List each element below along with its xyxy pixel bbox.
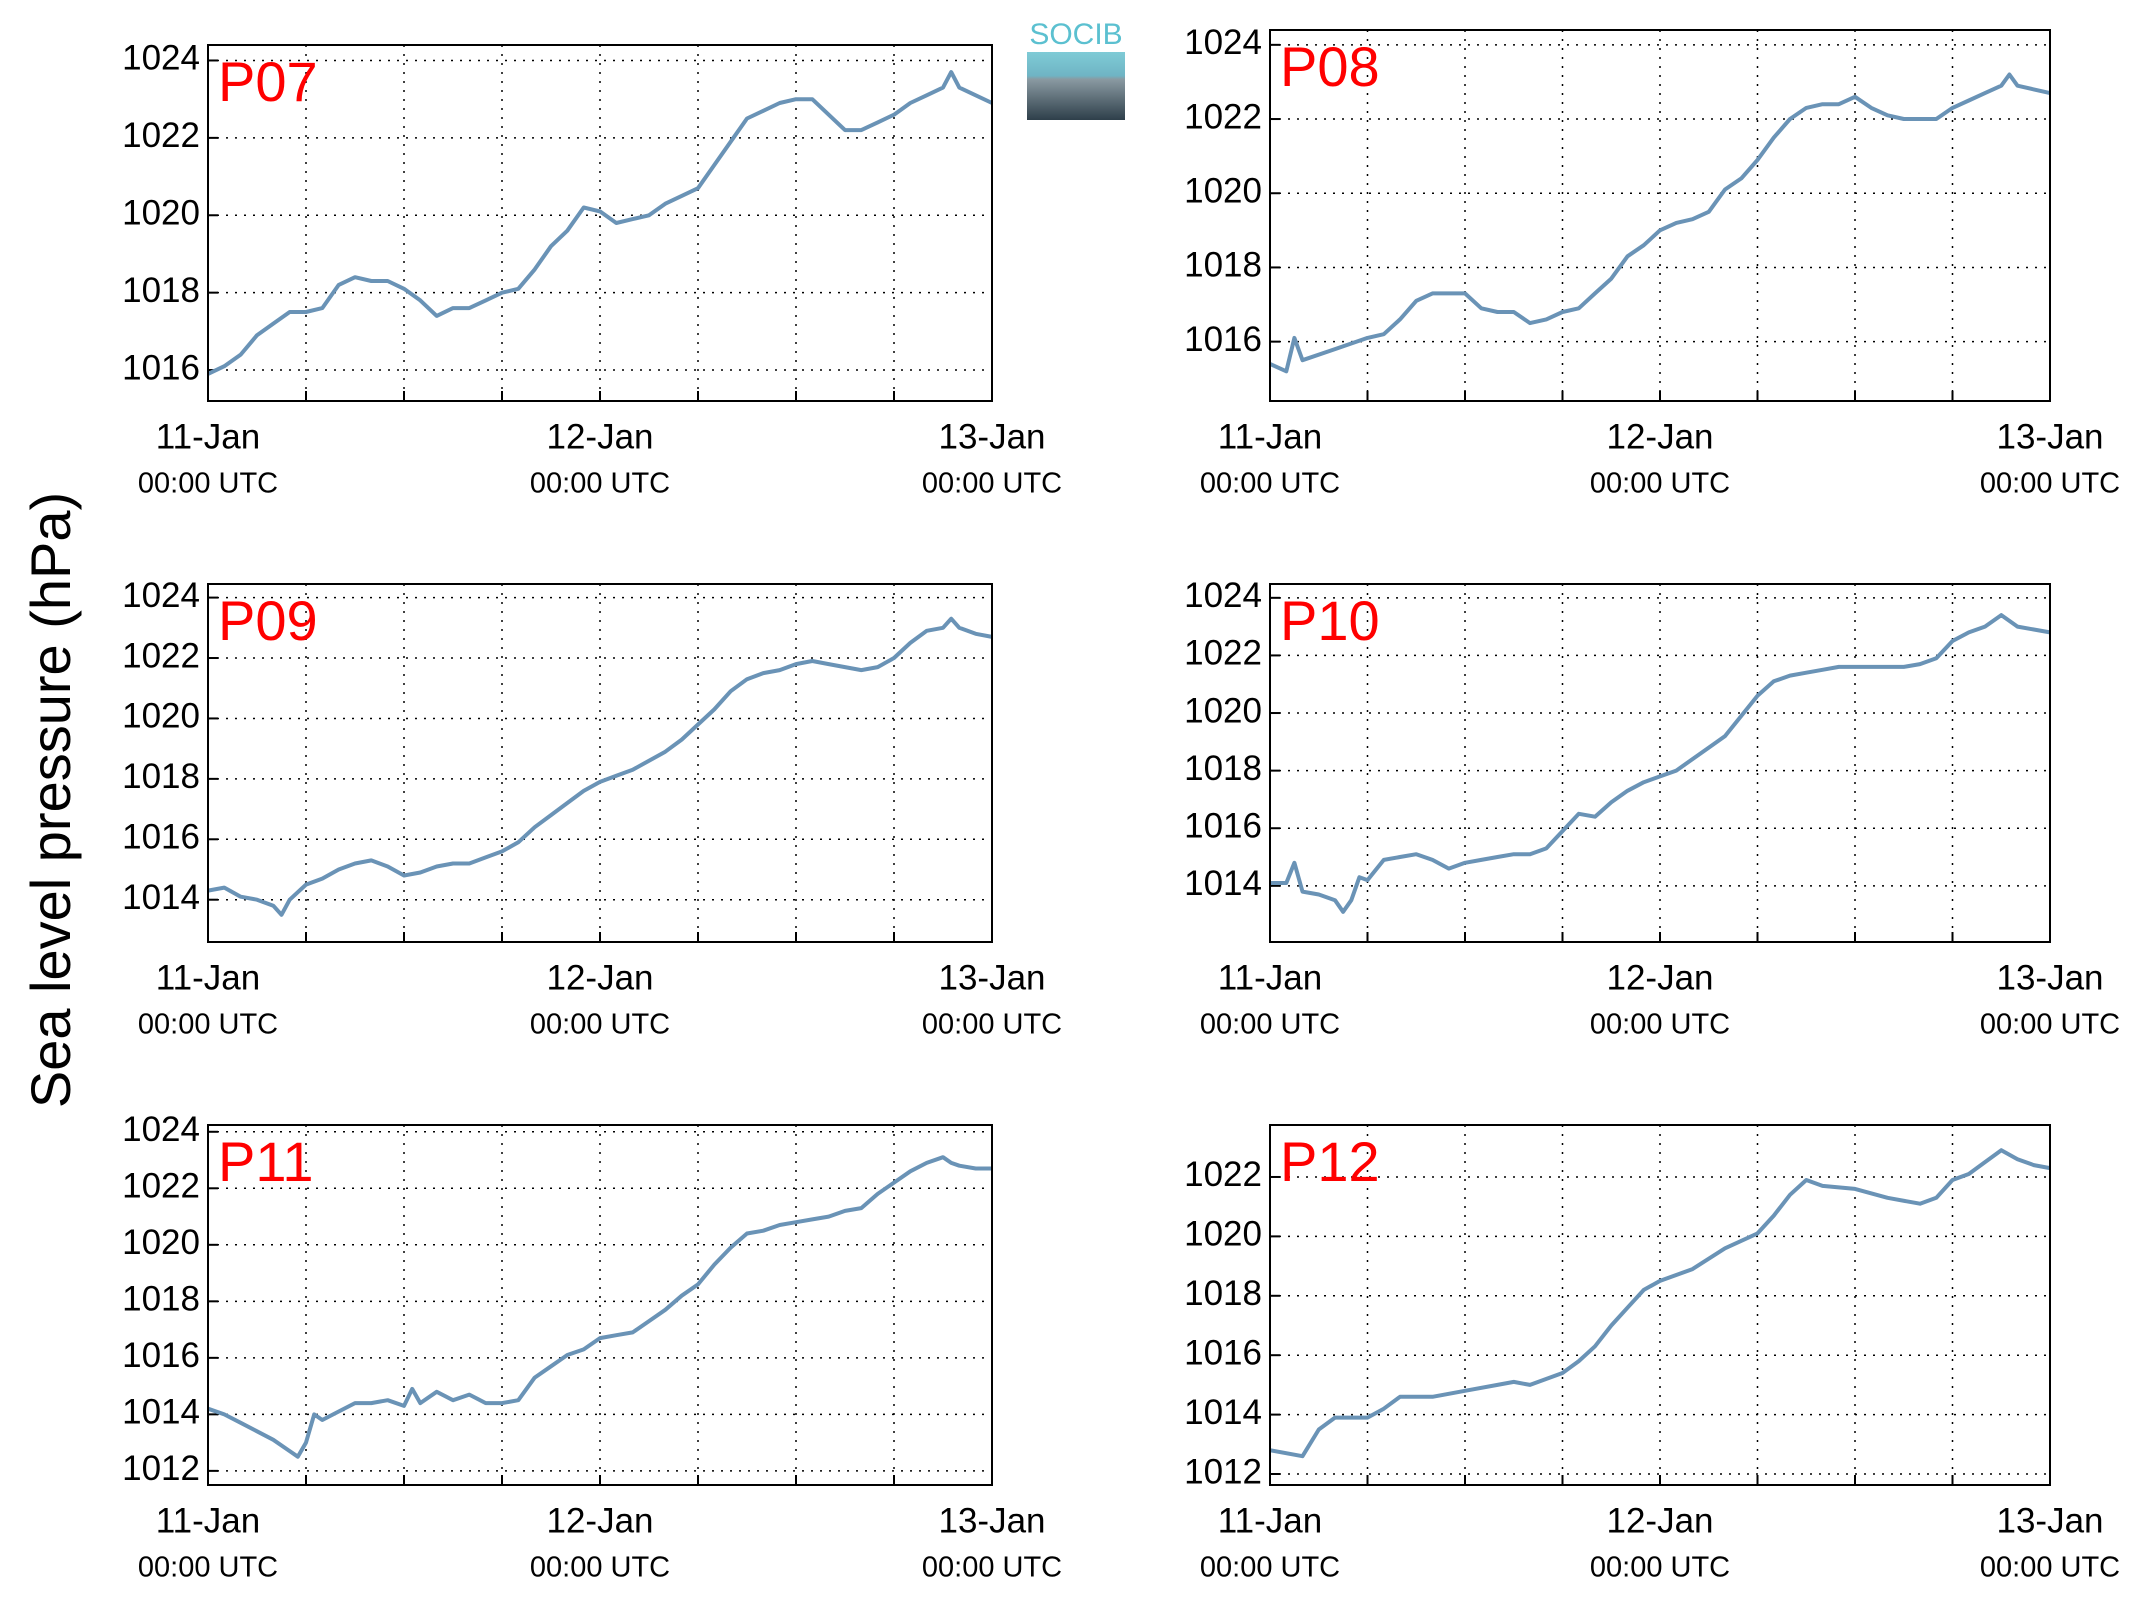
y-tick-label: 1012 xyxy=(1184,1452,1262,1491)
y-tick-label: 1018 xyxy=(1184,246,1262,285)
x-tick-sublabel: 00:00 UTC xyxy=(1200,1009,1340,1041)
x-tick-label: 11-Jan xyxy=(1218,417,1322,456)
x-tick-label: 12-Jan xyxy=(546,417,653,456)
x-tick-sublabel: 00:00 UTC xyxy=(138,1552,278,1584)
y-tick-label: 1022 xyxy=(122,116,200,155)
x-tick-label: 12-Jan xyxy=(1606,417,1713,456)
x-tick-sublabel: 00:00 UTC xyxy=(1980,1009,2120,1041)
x-tick-label: 11-Jan xyxy=(1218,1501,1322,1540)
y-tick-label: 1014 xyxy=(122,878,200,917)
x-tick-label: 11-Jan xyxy=(1218,958,1322,997)
y-tick-label: 1020 xyxy=(1184,691,1262,730)
y-tick-label: 1016 xyxy=(1184,320,1262,359)
x-tick-label: 11-Jan xyxy=(156,958,260,997)
y-tick-label: 1016 xyxy=(122,818,200,857)
y-tick-label: 1020 xyxy=(1184,171,1262,210)
y-tick-label: 1018 xyxy=(122,757,200,796)
plot-frame xyxy=(207,1124,993,1486)
panel-title: P10 xyxy=(1280,589,1380,652)
x-tick-sublabel: 00:00 UTC xyxy=(922,1009,1062,1041)
plot-frame xyxy=(207,44,993,402)
y-tick-label: 1014 xyxy=(122,1393,200,1432)
y-tick-label: 1018 xyxy=(122,271,200,310)
y-tick-label: 1018 xyxy=(122,1280,200,1319)
x-tick-label: 11-Jan xyxy=(156,417,260,456)
x-tick-sublabel: 00:00 UTC xyxy=(1590,468,1730,500)
logo-text: SOCIB xyxy=(1029,18,1122,51)
data-line xyxy=(1269,1148,2051,1459)
panel-title: P08 xyxy=(1280,35,1380,98)
plot-frame xyxy=(1269,1124,2051,1486)
x-tick-sublabel: 00:00 UTC xyxy=(1590,1009,1730,1041)
x-tick-sublabel: 00:00 UTC xyxy=(1980,468,2120,500)
y-tick-label: 1020 xyxy=(122,697,200,736)
y-tick-label: 1024 xyxy=(1184,23,1262,62)
x-tick-sublabel: 00:00 UTC xyxy=(138,1009,278,1041)
logo-image xyxy=(1027,52,1125,120)
plot-frame xyxy=(207,583,993,943)
x-tick-label: 13-Jan xyxy=(938,958,1045,997)
x-tick-label: 13-Jan xyxy=(938,1501,1045,1540)
x-tick-label: 12-Jan xyxy=(1606,1501,1713,1540)
panel-title: P12 xyxy=(1280,1130,1380,1193)
plot-frame xyxy=(1269,583,2051,943)
x-tick-sublabel: 00:00 UTC xyxy=(530,468,670,500)
x-tick-label: 13-Jan xyxy=(938,417,1045,456)
x-tick-sublabel: 00:00 UTC xyxy=(530,1552,670,1584)
y-tick-label: 1022 xyxy=(122,1167,200,1206)
x-tick-sublabel: 00:00 UTC xyxy=(1980,1552,2120,1584)
y-tick-label: 1012 xyxy=(122,1449,200,1488)
data-line xyxy=(207,1155,992,1459)
y-tick-label: 1020 xyxy=(122,1223,200,1262)
y-tick-label: 1016 xyxy=(1184,806,1262,845)
x-tick-sublabel: 00:00 UTC xyxy=(1200,468,1340,500)
x-tick-label: 12-Jan xyxy=(546,958,653,997)
y-tick-label: 1020 xyxy=(1184,1215,1262,1254)
x-tick-sublabel: 00:00 UTC xyxy=(530,1009,670,1041)
y-tick-label: 1016 xyxy=(1184,1333,1262,1372)
x-tick-sublabel: 00:00 UTC xyxy=(138,468,278,500)
y-tick-label: 1022 xyxy=(1184,97,1262,136)
y-tick-label: 1022 xyxy=(122,636,200,675)
panel-title: P09 xyxy=(218,589,318,652)
data-line xyxy=(207,616,993,917)
x-tick-sublabel: 00:00 UTC xyxy=(922,468,1062,500)
x-tick-sublabel: 00:00 UTC xyxy=(1200,1552,1340,1584)
y-tick-label: 1016 xyxy=(122,348,200,387)
data-line xyxy=(207,70,993,376)
y-tick-label: 1018 xyxy=(1184,1274,1262,1313)
y-tick-label: 1022 xyxy=(1184,1155,1262,1194)
x-tick-label: 13-Jan xyxy=(1996,958,2103,997)
panel-title: P11 xyxy=(218,1130,313,1193)
x-tick-label: 11-Jan xyxy=(156,1501,260,1540)
x-tick-label: 12-Jan xyxy=(1606,958,1713,997)
x-tick-sublabel: 00:00 UTC xyxy=(1590,1552,1730,1584)
y-tick-label: 1014 xyxy=(1184,1393,1262,1432)
y-tick-label: 1024 xyxy=(122,39,200,78)
y-tick-label: 1024 xyxy=(122,1110,200,1149)
x-tick-label: 13-Jan xyxy=(1996,417,2103,456)
x-tick-label: 12-Jan xyxy=(546,1501,653,1540)
y-tick-label: 1020 xyxy=(122,194,200,233)
data-line xyxy=(1270,613,2051,914)
data-line xyxy=(1269,72,2051,374)
y-tick-label: 1024 xyxy=(122,576,200,615)
plot-frame xyxy=(1269,29,2051,402)
x-tick-label: 13-Jan xyxy=(1996,1501,2103,1540)
y-tick-label: 1016 xyxy=(122,1336,200,1375)
x-tick-sublabel: 00:00 UTC xyxy=(922,1552,1062,1584)
panel-title: P07 xyxy=(218,50,318,113)
y-axis-label: Sea level pressure (hPa) xyxy=(19,492,82,1108)
y-tick-label: 1014 xyxy=(1184,864,1262,903)
y-tick-label: 1022 xyxy=(1184,634,1262,673)
y-tick-label: 1018 xyxy=(1184,749,1262,788)
y-tick-label: 1024 xyxy=(1184,576,1262,615)
